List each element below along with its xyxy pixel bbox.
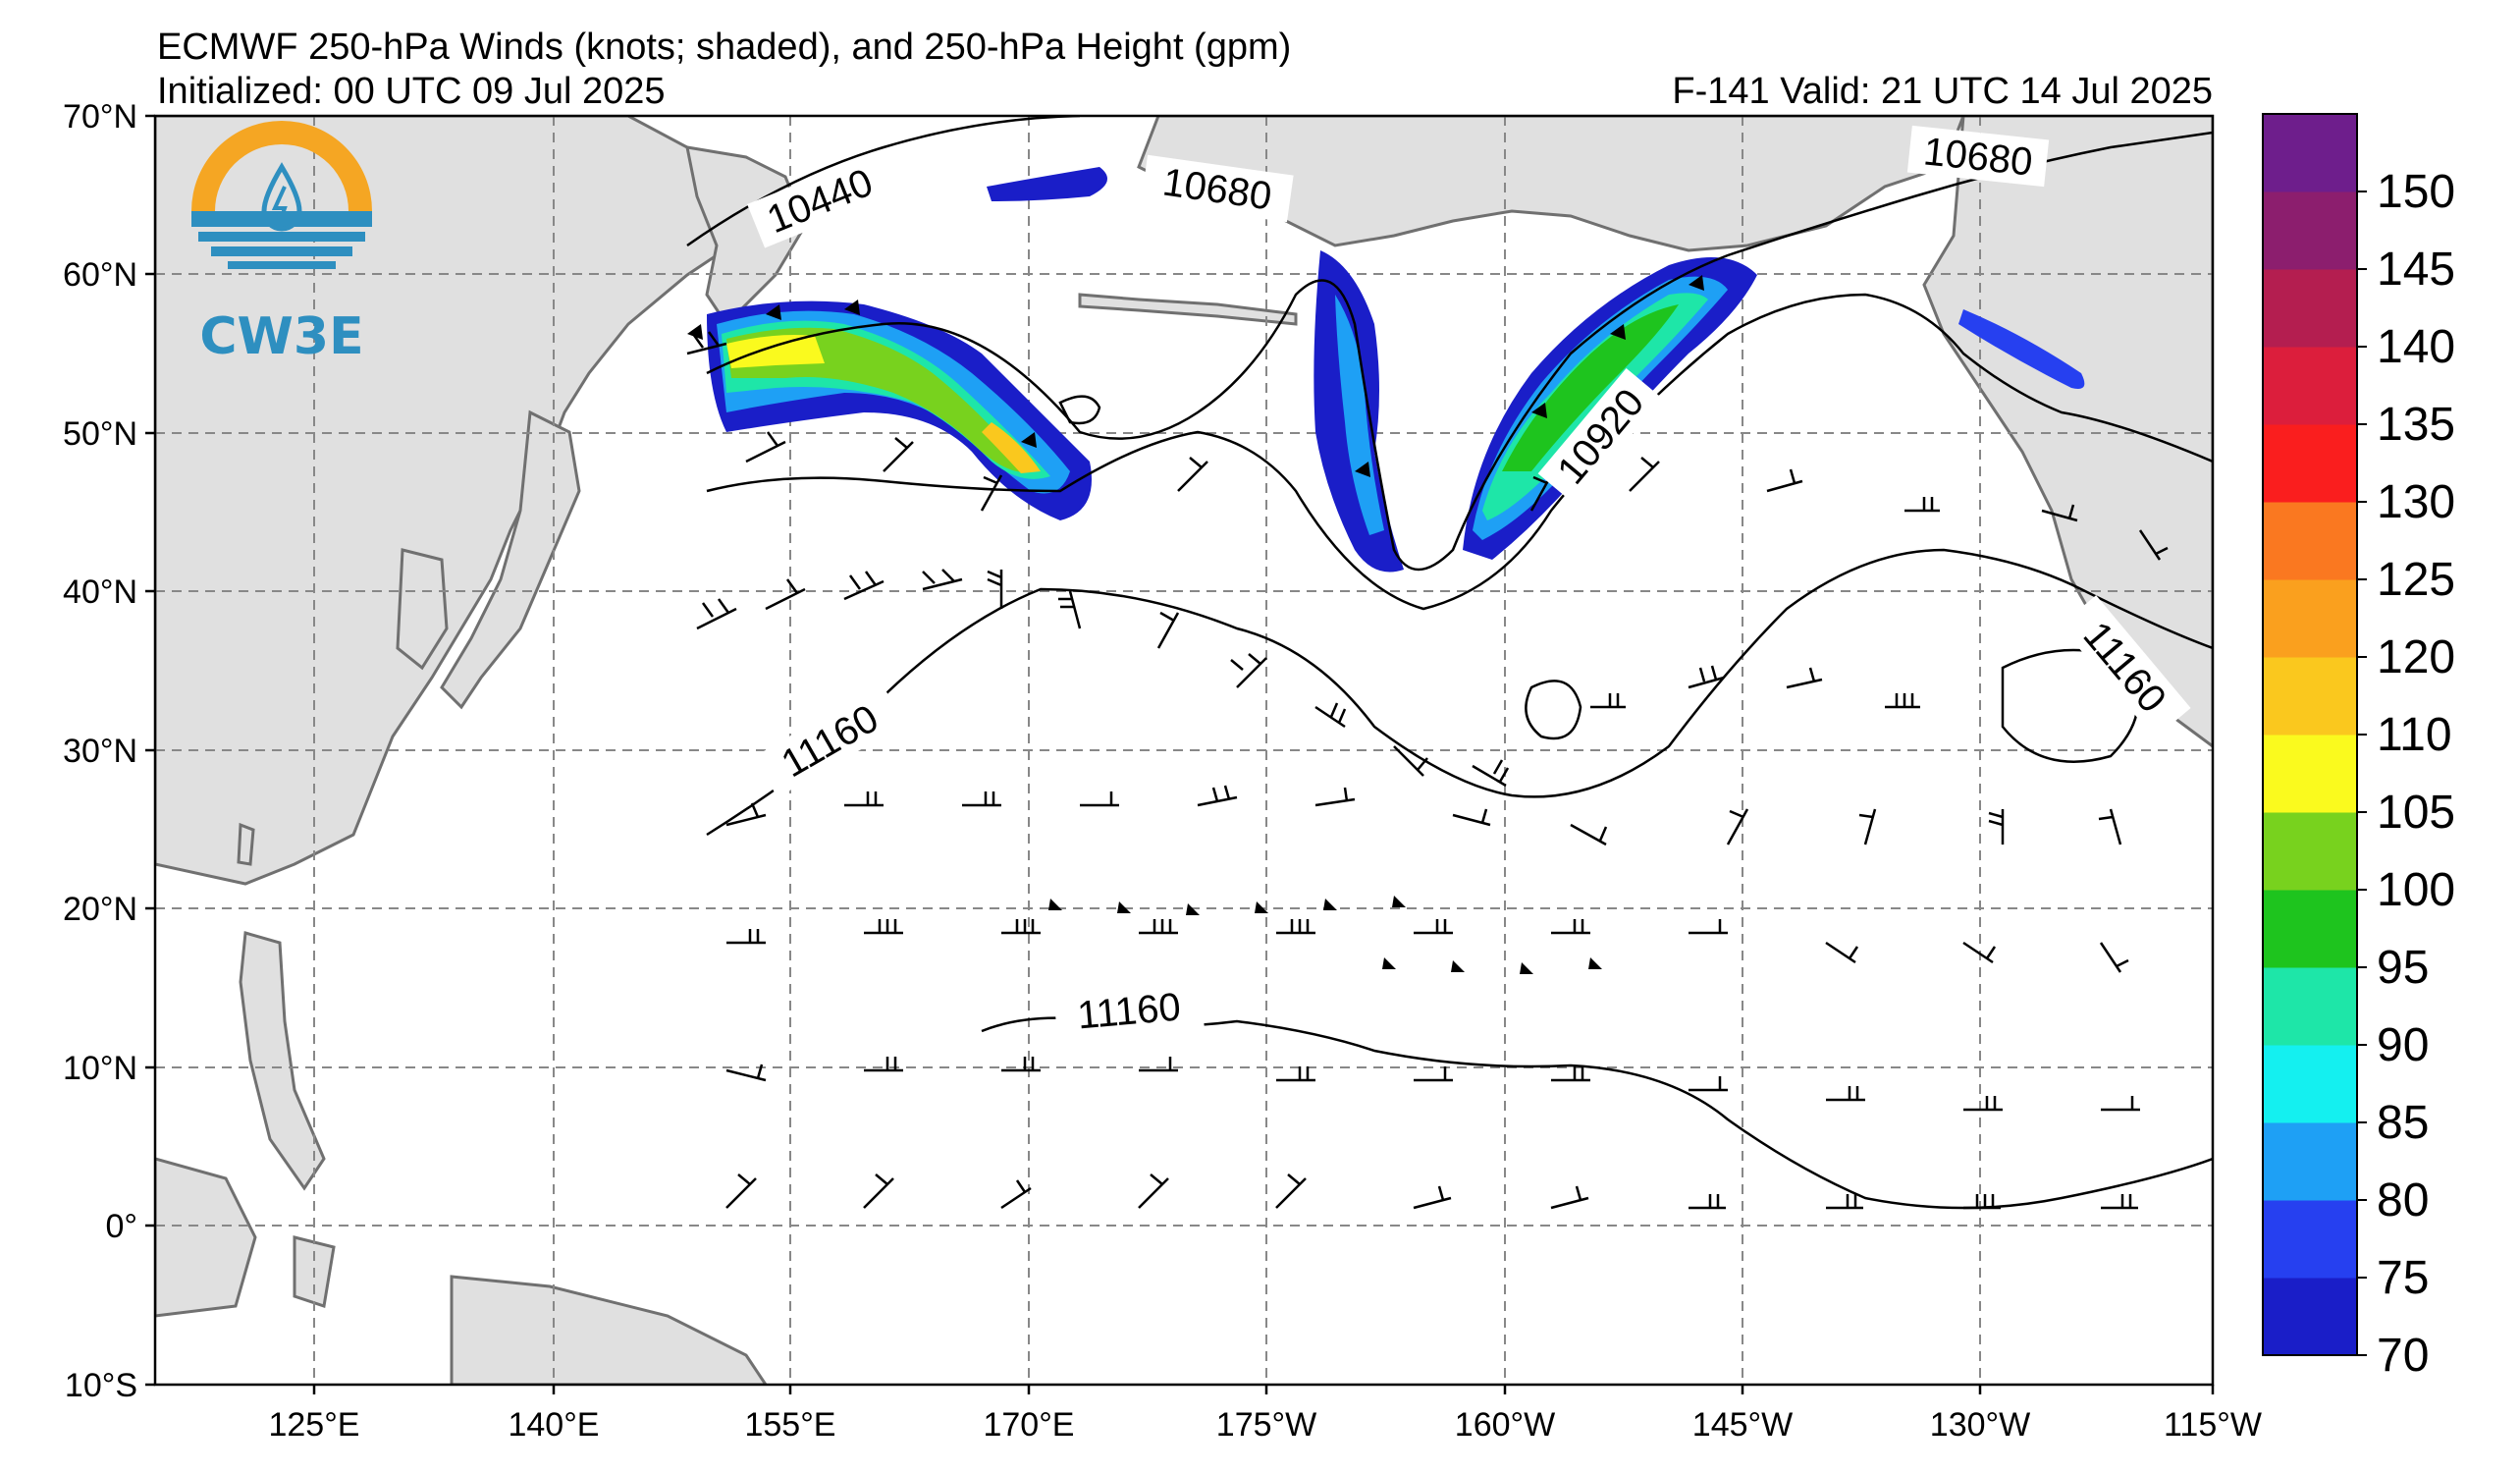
- contour-10440: [686, 116, 1081, 247]
- lat-label: 70°N: [63, 98, 137, 136]
- colorbar-swatch: [2263, 579, 2357, 658]
- colorbar-label: 130: [2377, 476, 2455, 528]
- wind-barbs: [686, 331, 2169, 1210]
- colorbar-swatch: [2263, 1045, 2357, 1123]
- lat-label: 20°N: [63, 891, 137, 928]
- contour-closed-low: [1058, 395, 1101, 425]
- colorbar-label: 110: [2377, 709, 2452, 761]
- colorbar-labels: 70 75 80 85 90 95 100 105 110 120 125 130 135 140 145 1…: [2357, 166, 2455, 1382]
- colorbar-label: 150: [2377, 166, 2455, 218]
- latitude-labels: 70°N 60°N 50°N 40°N 30°N 20°N 10°N 0° 10…: [63, 98, 137, 1404]
- land-borneo: [155, 1157, 257, 1318]
- colorbar-swatch: [2263, 890, 2357, 968]
- colorbar-swatch: [2263, 1200, 2357, 1279]
- colorbar-swatch: [2263, 424, 2357, 503]
- jet-streak-alaska: [987, 167, 1107, 201]
- grid-lines: [155, 116, 2213, 1385]
- colorbar-label: 100: [2377, 864, 2455, 916]
- colorbar-swatch: [2263, 967, 2357, 1046]
- contour-closed-high: [1525, 680, 1582, 740]
- colorbar-label: 95: [2377, 942, 2429, 994]
- lon-label: 115°W: [2164, 1406, 2262, 1444]
- axis-ticks: [145, 114, 2215, 1394]
- lon-label: 175°W: [1216, 1406, 1316, 1444]
- colorbar-label: 140: [2377, 321, 2455, 373]
- lon-label: 155°E: [744, 1406, 835, 1444]
- lat-label: 50°N: [63, 415, 137, 453]
- colorbar-swatch: [2263, 1122, 2357, 1201]
- logo-text: CW3E: [199, 307, 363, 366]
- wind-barb-pennants: [687, 275, 1704, 974]
- map-panel: 10440 10680 10680 10920 11160 11160 1116…: [155, 116, 2213, 1385]
- land-masses: [155, 116, 2213, 1385]
- lon-label: 170°E: [983, 1406, 1074, 1444]
- contour-11160-north: [706, 548, 2213, 837]
- lon-label: 125°E: [268, 1406, 359, 1444]
- contour-label-11160-south: 11160: [1076, 985, 1183, 1037]
- contour-10680: [706, 131, 2213, 572]
- colorbar-label: 125: [2377, 554, 2455, 606]
- colorbar-label: 85: [2377, 1097, 2429, 1149]
- colorbar-swatch: [2263, 191, 2357, 270]
- colorbar-swatch: [2263, 812, 2357, 891]
- lon-label: 130°W: [1930, 1406, 2030, 1444]
- colorbar-swatch: [2263, 347, 2357, 425]
- map-title: ECMWF 250-hPa Winds (knots; shaded), and…: [157, 27, 1291, 68]
- colorbar-label: 80: [2377, 1174, 2429, 1227]
- colorbar-label: 135: [2377, 399, 2455, 451]
- wind-shading: [707, 167, 2085, 573]
- lat-label: 0°: [105, 1208, 137, 1245]
- colorbar-label: 105: [2377, 787, 2455, 839]
- land-taiwan: [237, 822, 255, 866]
- contour-label-group: 10440 10680 10680 10920 11160 11160 1116…: [747, 125, 2191, 1041]
- land-japan: [440, 409, 581, 710]
- colorbar-label: 70: [2377, 1330, 2429, 1382]
- colorbar: [2263, 114, 2357, 1356]
- lat-label: 40°N: [63, 573, 137, 611]
- land-korea: [396, 548, 449, 671]
- colorbar-label: 75: [2377, 1252, 2429, 1304]
- lat-label: 60°N: [63, 256, 137, 294]
- init-time: Initialized: 00 UTC 09 Jul 2025: [157, 71, 666, 112]
- lat-label: 30°N: [63, 733, 137, 770]
- colorbar-label: 90: [2377, 1019, 2429, 1071]
- lon-label: 160°W: [1455, 1406, 1555, 1444]
- cw3e-water-drop-logo-icon: [191, 121, 372, 269]
- colorbar-swatch: [2263, 502, 2357, 580]
- colorbar-label: 145: [2377, 244, 2455, 296]
- lon-label: 140°E: [508, 1406, 599, 1444]
- land-aleutians: [1078, 293, 1298, 326]
- lat-label: 10°S: [65, 1367, 137, 1404]
- colorbar-swatch: [2263, 114, 2357, 192]
- land-new-guinea: [450, 1275, 768, 1385]
- colorbar-label: 120: [2377, 631, 2455, 683]
- colorbar-swatch: [2263, 269, 2357, 348]
- jet-streak-northeast: [1958, 309, 2085, 389]
- lon-label: 145°W: [1692, 1406, 1793, 1444]
- colorbar-swatch: [2263, 735, 2357, 813]
- contour-10920: [706, 293, 2213, 611]
- longitude-labels: 125°E 140°E 155°E 170°E 175°W 160°W 145°…: [268, 1406, 2261, 1444]
- lat-label: 10°N: [63, 1050, 137, 1087]
- colorbar-swatch: [2263, 657, 2357, 736]
- valid-time: F-141 Valid: 21 UTC 14 Jul 2025: [1672, 71, 2213, 112]
- colorbar-swatch: [2263, 1278, 2357, 1356]
